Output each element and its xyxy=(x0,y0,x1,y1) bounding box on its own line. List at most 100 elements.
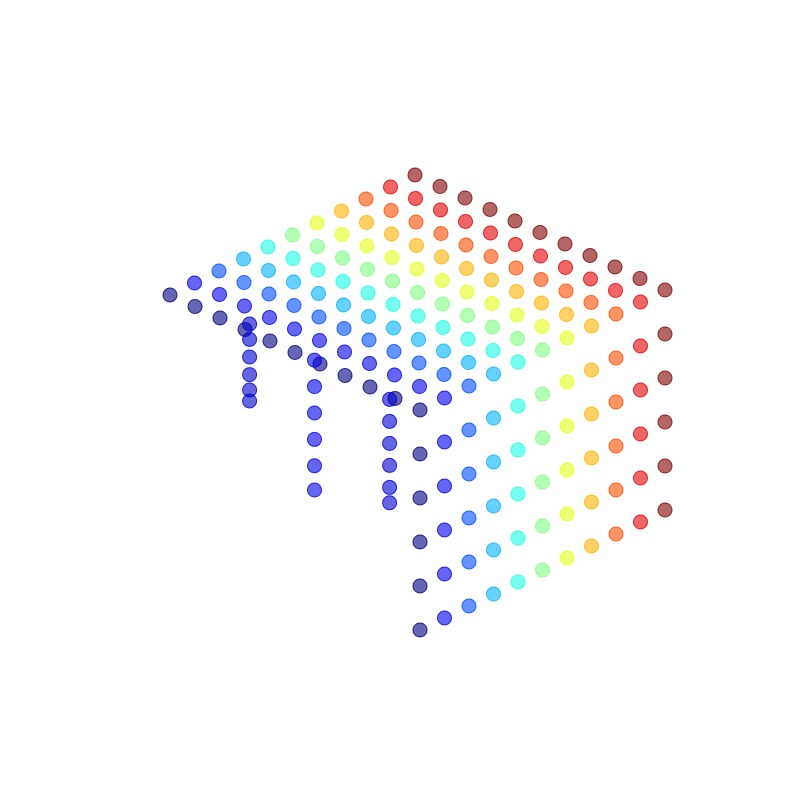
point xyxy=(382,457,398,473)
point xyxy=(486,586,501,602)
point xyxy=(483,225,498,241)
point xyxy=(236,275,252,290)
point xyxy=(387,367,402,383)
point xyxy=(459,284,475,300)
point xyxy=(510,354,526,370)
point xyxy=(510,574,526,590)
point xyxy=(633,294,648,310)
point xyxy=(559,330,575,346)
point xyxy=(533,248,548,264)
point xyxy=(383,203,399,218)
point xyxy=(310,262,326,278)
point xyxy=(436,367,452,382)
point xyxy=(461,378,477,394)
point xyxy=(608,482,624,498)
point xyxy=(534,295,549,311)
point xyxy=(657,414,673,430)
point xyxy=(535,386,550,402)
point xyxy=(437,434,452,450)
point xyxy=(437,610,452,626)
point xyxy=(437,390,452,406)
point xyxy=(509,307,525,323)
point xyxy=(461,355,476,370)
point xyxy=(557,236,573,252)
point xyxy=(187,299,203,314)
point xyxy=(432,179,448,194)
point xyxy=(584,318,599,334)
point xyxy=(433,202,448,218)
point xyxy=(437,566,452,582)
point xyxy=(242,316,258,332)
point xyxy=(535,518,550,534)
point xyxy=(382,413,398,429)
point xyxy=(236,251,251,267)
point xyxy=(484,296,500,311)
point xyxy=(486,498,501,514)
point xyxy=(260,239,276,255)
point xyxy=(657,502,673,518)
point xyxy=(608,283,623,298)
point xyxy=(307,352,322,368)
point xyxy=(309,215,325,231)
point xyxy=(458,237,474,253)
point xyxy=(384,226,399,242)
point xyxy=(412,534,428,550)
point xyxy=(584,362,599,378)
point xyxy=(486,454,501,470)
point xyxy=(584,450,599,466)
point xyxy=(307,405,322,421)
point xyxy=(337,368,353,383)
point xyxy=(510,331,525,346)
point xyxy=(582,248,598,263)
point xyxy=(434,249,449,265)
point xyxy=(385,297,401,312)
point xyxy=(311,286,326,301)
point xyxy=(382,435,398,451)
point xyxy=(461,422,477,438)
point xyxy=(485,319,500,335)
point xyxy=(508,260,524,276)
point xyxy=(535,430,550,446)
point xyxy=(358,191,374,207)
point xyxy=(484,272,499,288)
point xyxy=(412,578,428,594)
point xyxy=(633,470,648,486)
point xyxy=(410,308,426,324)
point xyxy=(510,486,526,502)
point xyxy=(559,550,575,566)
point xyxy=(486,410,501,426)
point xyxy=(437,478,452,494)
point xyxy=(461,510,477,526)
point xyxy=(310,239,325,254)
point xyxy=(559,462,575,478)
point xyxy=(486,366,501,382)
point xyxy=(335,274,351,289)
point xyxy=(461,598,477,614)
point xyxy=(237,298,252,314)
point xyxy=(382,479,398,495)
point xyxy=(535,562,550,578)
point xyxy=(285,227,300,243)
point xyxy=(242,393,258,409)
point xyxy=(383,179,398,195)
point xyxy=(412,490,428,506)
point xyxy=(459,261,474,276)
point xyxy=(162,287,178,303)
point xyxy=(632,271,648,286)
point xyxy=(386,320,401,336)
point xyxy=(559,418,575,434)
point xyxy=(307,431,322,447)
point xyxy=(412,446,428,462)
point xyxy=(362,356,377,371)
point xyxy=(607,259,623,275)
point xyxy=(657,326,673,342)
point xyxy=(510,398,526,414)
point xyxy=(360,285,376,301)
point xyxy=(407,167,423,183)
point xyxy=(559,506,575,522)
point xyxy=(382,495,398,511)
point xyxy=(461,554,477,570)
point xyxy=(337,344,352,360)
point xyxy=(412,402,428,418)
point xyxy=(408,214,424,230)
